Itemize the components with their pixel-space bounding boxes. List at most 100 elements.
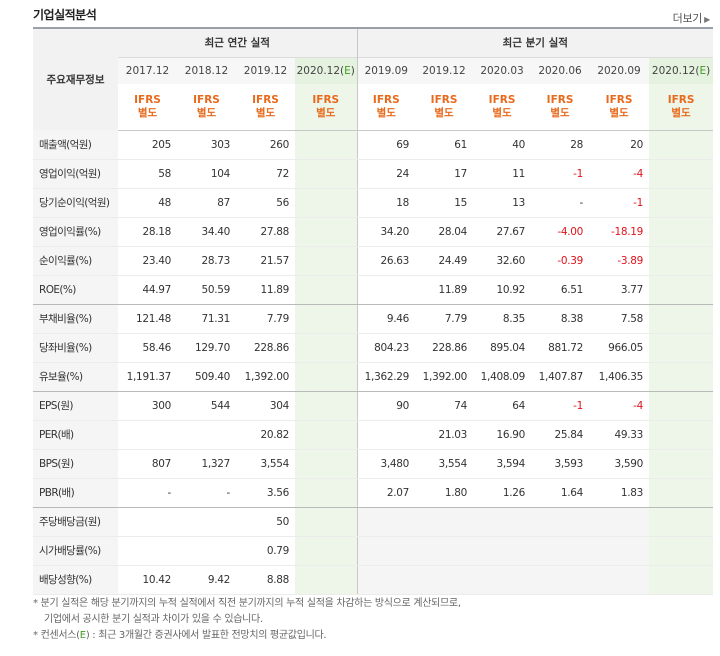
row-label: 유보율(%) [33, 362, 118, 392]
quarter-value [415, 536, 474, 566]
annual-value [295, 304, 358, 334]
quarter-value: -3.89 [589, 246, 650, 276]
quarter-value: 27.67 [473, 217, 532, 247]
quarter-value: 26.63 [356, 246, 416, 276]
ifrs-cell: IFRS 별도 [118, 84, 177, 131]
quarter-value [531, 565, 590, 595]
row-label: EPS(원) [33, 391, 118, 421]
quarter-value [649, 565, 714, 595]
row-label: ROE(%) [33, 275, 118, 305]
quarter-value: 1,406.35 [589, 362, 650, 392]
more-label[interactable]: 더보기 [672, 12, 703, 25]
period-header: 2019.12 [236, 56, 295, 84]
footnote-3: * 컨센서스(E) : 최근 3개월간 증권사에서 발표한 전망치의 평균값입니… [33, 628, 461, 644]
annual-value: 544 [177, 391, 236, 421]
quarter-value: 13 [473, 188, 532, 218]
standalone-label: 별도 [316, 106, 336, 119]
period-header: 2019.09 [356, 56, 416, 84]
table-row: 부채비율(%) 121.48 71.31 7.79 9.46 7.79 8.35 8.38 7.… [33, 304, 714, 334]
annual-value: 303 [177, 130, 236, 160]
quarter-value [356, 507, 416, 537]
annual-value: 10.42 [118, 565, 177, 595]
quarter-value: -18.19 [589, 217, 650, 247]
annual-value: 27.88 [236, 217, 295, 247]
quarter-value: 2.07 [356, 478, 416, 508]
annual-value [295, 565, 358, 595]
quarter-value: 3,554 [415, 449, 474, 479]
annual-value [295, 391, 358, 421]
quarter-value [356, 536, 416, 566]
period-label: 2020.12( [651, 64, 700, 77]
quarter-value: 18 [356, 188, 416, 218]
quarter-value [473, 507, 532, 537]
annual-value [118, 536, 177, 566]
annual-value: 28.73 [177, 246, 236, 276]
quarter-value: 3,480 [356, 449, 416, 479]
row-label: 영업이익(억원) [33, 159, 118, 189]
estimate-mark: E [699, 64, 707, 77]
period-header: 2020.03 [473, 56, 532, 84]
annual-value: - [177, 478, 236, 508]
table-row: ROE(%) 44.97 50.59 11.89 11.89 10.92 6.51 3.77 [33, 275, 714, 305]
annual-value [295, 217, 358, 247]
annual-value: 1,327 [177, 449, 236, 479]
annual-value: 260 [236, 130, 295, 160]
estimate-close: ) [706, 64, 711, 77]
annual-value: 3.56 [236, 478, 295, 508]
quarter-value: 90 [356, 391, 416, 421]
period-header: 2020.12(E) [295, 56, 358, 84]
annual-value: 205 [118, 130, 177, 160]
table-row: EPS(원) 300 544 304 90 74 64 -1 -4 [33, 391, 714, 421]
quarter-value: 7.79 [415, 304, 474, 334]
more-link[interactable]: 더보기 ▶ [672, 10, 711, 26]
quarter-group-header: 최근 분기 실적 [356, 27, 714, 57]
period-header: 2017.12 [118, 56, 177, 84]
annual-value [295, 449, 358, 479]
annual-value: 129.70 [177, 333, 236, 363]
standalone-label: 별도 [434, 106, 454, 119]
period-label: 2019.12 [243, 64, 288, 77]
quarter-value: -4 [589, 391, 650, 421]
ifrs-cell: IFRS 별도 [295, 84, 358, 131]
quarter-value: -4 [589, 159, 650, 189]
ifrs-cell: IFRS 별도 [236, 84, 295, 131]
annual-value: 23.40 [118, 246, 177, 276]
annual-value: 121.48 [118, 304, 177, 334]
annual-value: 44.97 [118, 275, 177, 305]
quarter-value: 21.03 [415, 420, 474, 450]
quarter-value: 74 [415, 391, 474, 421]
ifrs-label: IFRS [312, 93, 340, 106]
quarter-value [649, 304, 714, 334]
quarter-value: 10.92 [473, 275, 532, 305]
quarter-value: 3,594 [473, 449, 532, 479]
quarter-value: 17 [415, 159, 474, 189]
ifrs-cell: IFRS 별도 [649, 84, 714, 131]
quarter-value: 3,590 [589, 449, 650, 479]
standalone-label: 별도 [492, 106, 512, 119]
quarter-value: 20 [589, 130, 650, 160]
ifrs-label: IFRS [430, 93, 458, 106]
quarter-value: -1 [531, 391, 590, 421]
ifrs-label: IFRS [667, 93, 695, 106]
table-row: 주당배당금(원) 50 [33, 507, 714, 537]
quarter-value: 69 [356, 130, 416, 160]
quarter-value [356, 275, 416, 305]
table-row: 매출액(억원) 205 303 260 69 61 40 28 20 [33, 130, 714, 160]
row-label: 영업이익률(%) [33, 217, 118, 247]
quarter-value: 61 [415, 130, 474, 160]
period-label: 2020.03 [480, 64, 524, 77]
standalone-label: 별도 [255, 106, 276, 119]
annual-value: 87 [177, 188, 236, 218]
annual-value: 104 [177, 159, 236, 189]
annual-value: 58.46 [118, 333, 177, 363]
section-title: 기업실적분석 [33, 8, 97, 22]
standalone-label: 별도 [609, 106, 629, 119]
period-label: 2019.09 [364, 64, 408, 77]
quarter-value [415, 565, 474, 595]
quarter-value [649, 188, 714, 218]
ifrs-label: IFRS [546, 93, 574, 106]
annual-value: 300 [118, 391, 177, 421]
row-label: 매출액(억원) [33, 130, 118, 160]
quarter-value: 228.86 [415, 333, 474, 363]
